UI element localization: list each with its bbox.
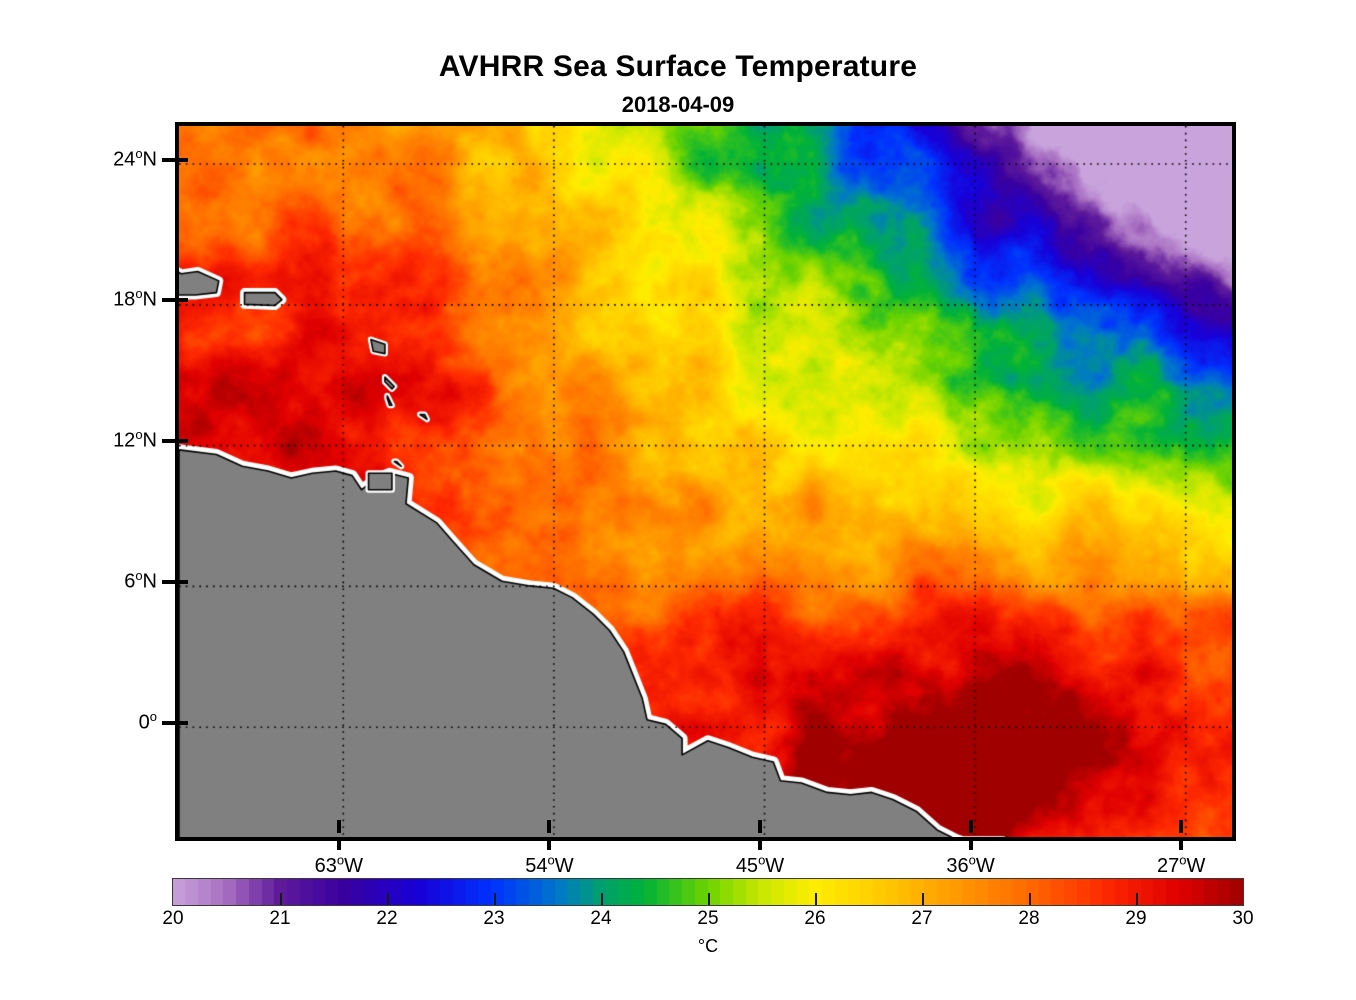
x-tick-mark [547, 837, 552, 850]
colorbar-unit-label: °C [697, 936, 719, 956]
colorbar-tick-label: 26 [804, 908, 826, 929]
y-axis-label: 12oN [113, 426, 157, 452]
x-axis-label: 45oW [735, 852, 785, 877]
colorbar-tick-label: 24 [590, 908, 612, 929]
y-tick-mark [162, 720, 175, 725]
x-axis-label: 54oW [525, 852, 574, 877]
colorbar-tick-mark [280, 893, 282, 905]
y-tick-mark-inner [175, 157, 188, 162]
colorbar-tick-mark [922, 893, 924, 905]
x-tick-mark-inner [336, 820, 341, 833]
colorbar-tick-mark [494, 893, 496, 905]
colorbar-tick-mark [601, 893, 603, 905]
colorbar-gradient [172, 878, 1244, 906]
y-tick-mark-inner [175, 439, 188, 444]
x-tick-mark-inner [547, 820, 552, 833]
y-tick-mark [162, 579, 175, 584]
y-tick-mark [162, 439, 175, 444]
colorbar-tick-label: 20 [162, 908, 184, 929]
colorbar-tick-mark [815, 893, 817, 905]
y-tick-mark [162, 157, 175, 162]
x-tick-mark-inner [1179, 820, 1184, 833]
colorbar-tick-mark [387, 893, 389, 905]
colorbar-tick-label: 25 [697, 908, 719, 929]
colorbar-tick-mark [1136, 893, 1138, 905]
colorbar-tick-label: 29 [1125, 908, 1147, 929]
x-axis-label: 36oW [946, 852, 995, 877]
colorbar-tick-label: 30 [1232, 908, 1254, 929]
x-axis-label: 63oW [314, 852, 363, 877]
colorbar-tick-label: 27 [911, 908, 933, 929]
x-tick-mark [758, 837, 762, 850]
map-canvas-area [179, 126, 1232, 837]
graticule-layer [179, 126, 1232, 837]
x-tick-mark [1179, 837, 1184, 850]
y-tick-mark-inner [175, 298, 188, 303]
x-tick-mark [336, 837, 341, 850]
y-axis-label: 24oN [113, 145, 157, 171]
y-axis-label: 6oN [124, 567, 157, 593]
colorbar-tick-mark [1029, 893, 1031, 905]
x-tick-mark [968, 837, 973, 850]
colorbar-tick-label: 28 [1018, 908, 1040, 929]
y-tick-mark-inner [175, 720, 188, 725]
colorbar: °C 20 21 22 23 24 25 26 27 28 29 30 [162, 878, 1254, 956]
colorbar-tick-mark [708, 893, 710, 905]
colorbar-tick-label: 21 [269, 908, 291, 929]
y-tick-mark-inner [175, 579, 188, 584]
colorbar-tick-label: 23 [483, 908, 505, 929]
y-axis-label: 18oN [113, 286, 157, 311]
colorbar-tick-label: 22 [376, 908, 398, 929]
page-subtitle: 2018-04-09 [621, 92, 735, 117]
y-axis-label: 0o [138, 708, 157, 734]
sst-map-plot [175, 122, 1236, 841]
x-axis-label: 27oW [1157, 852, 1206, 877]
page-title: AVHRR Sea Surface Temperature [438, 50, 918, 83]
x-tick-mark-inner [968, 820, 973, 833]
x-tick-mark-inner [758, 820, 762, 833]
y-tick-mark [162, 298, 175, 303]
